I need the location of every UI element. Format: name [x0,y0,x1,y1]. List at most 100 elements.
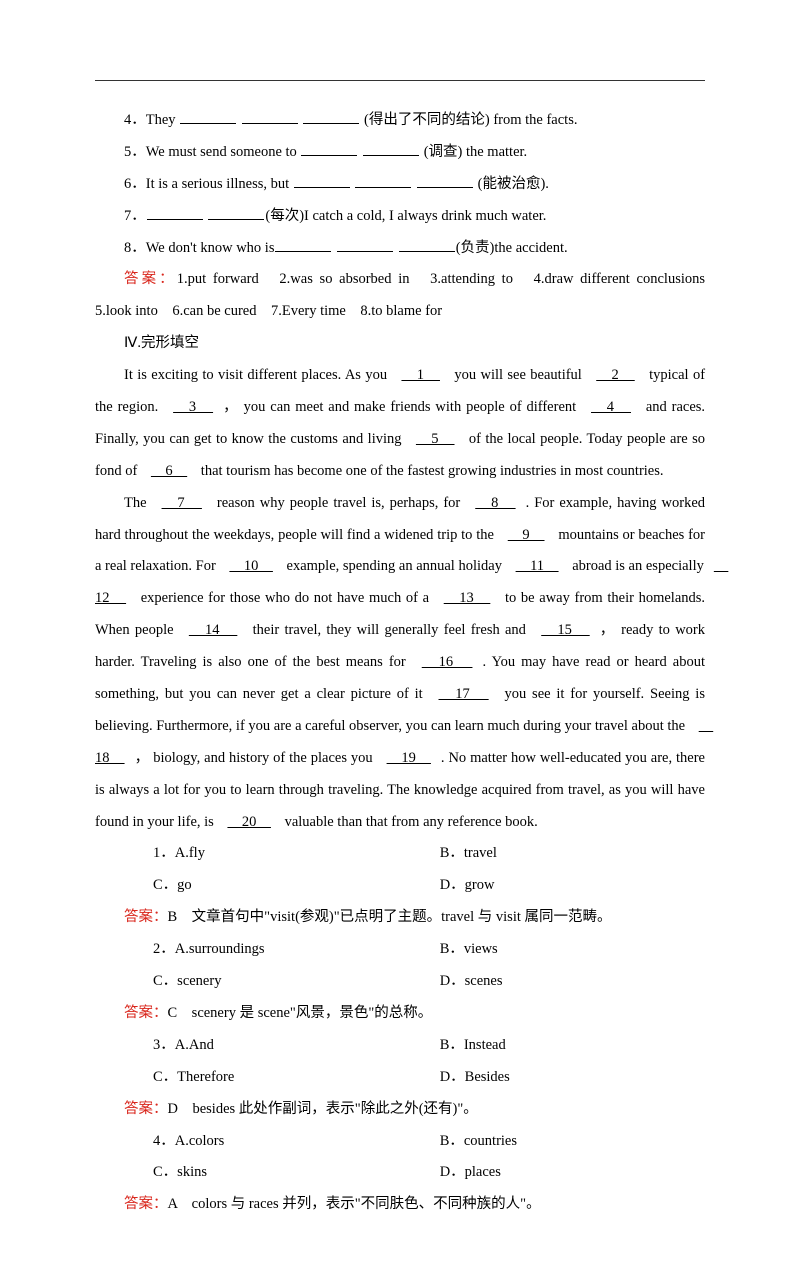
mcq3-c: C．Therefore [124,1062,411,1094]
q5-pre: We must send someone to [146,144,301,160]
q8-post: (负责)the accident. [456,240,568,256]
blank-6: 6 [141,463,197,479]
mcq-2-row2: C．sceneryD．scenes [95,966,705,998]
blank-7: 7 [152,495,212,511]
blank [363,140,419,156]
mcq2-a: A.surroundings [175,941,265,957]
mcq2-c: C．scenery [124,966,411,998]
fill-answer-line: 答案：1.put forward 2.was so absorbed in 3.… [95,264,705,328]
mcq1-b: B．travel [411,838,497,870]
mcq4-num: 4． [153,1133,175,1149]
t: example, spending an annual holiday [283,558,506,574]
document-page: 4．They (得出了不同的结论) from the facts. 5．We m… [0,0,800,1261]
mcq-1-row1: 1．A.fly B．travel [95,838,705,870]
cloze-para-2: The 7 reason why people travel is, perha… [95,488,705,839]
mcq4-ans-text: A colors 与 races 并列，表示"不同肤色、不同种族的人"。 [168,1196,541,1212]
mcq1-c: C．go [124,870,411,902]
q6-num: 6． [124,176,146,192]
t: It is exciting to visit different places… [124,367,391,383]
t: abroad is an especially [569,558,704,574]
q6-pre: It is a serious illness, but [146,176,293,192]
mcq4-d: D．places [411,1157,501,1189]
t: experience for those who do not have muc… [136,590,434,606]
blank [294,172,350,188]
mcq1-d: D．grow [411,870,495,902]
mcq4-c: C．skins [124,1157,411,1189]
blank [399,236,455,252]
blank-17: 17 [429,686,499,702]
blank [417,172,473,188]
blank-8: 8 [465,495,525,511]
t: valuable than that from any reference bo… [281,814,538,830]
mcq-1-row2: C．goD．grow [95,870,705,902]
mcq3-a: A.And [175,1037,214,1053]
blank-5: 5 [406,431,465,447]
t: their travel, they will generally feel f… [247,622,531,638]
answer-label: 答案： [124,1101,168,1117]
mcq-4-answer: 答案：A colors 与 races 并列，表示"不同肤色、不同种族的人"。 [95,1189,705,1221]
mcq-3-answer: 答案：D besides 此处作副词，表示"除此之外(还有)"。 [95,1094,705,1126]
mcq-4-row1: 4．A.colorsB．countries [95,1126,705,1158]
blank [355,172,411,188]
t: reason why people travel is, perhaps, fo… [212,495,465,511]
t: you will see beautiful [450,367,586,383]
q4-pre: They [146,112,179,128]
q4-post: (得出了不同的结论) from the facts. [360,112,577,128]
blank-11: 11 [506,558,569,574]
blank [303,109,359,125]
blank-14: 14 [179,622,247,638]
mcq2-ans-text: C scenery 是 scene"风景，景色"的总称。 [168,1005,433,1021]
blank-16: 16 [412,654,483,670]
fill-q5: 5．We must send someone to (调查) the matte… [95,137,705,169]
mcq-2-answer: 答案：C scenery 是 scene"风景，景色"的总称。 [95,998,705,1030]
fill-q4: 4．They (得出了不同的结论) from the facts. [95,105,705,137]
mcq1-num: 1． [153,845,175,861]
answer-label: 答案： [124,1196,168,1212]
mcq1-ans-text: B 文章首句中"visit(参观)"已点明了主题。travel 与 visit … [168,909,612,925]
blank-20: 20 [217,814,281,830]
blank [242,109,298,125]
q6-post: (能被治愈). [474,176,549,192]
mcq2-b: B．views [411,934,498,966]
blank-19: 19 [377,750,441,766]
blank-15: 15 [531,622,599,638]
mcq-2-row1: 2．A.surroundings B．views [95,934,705,966]
t: ， you can meet and make friends with peo… [223,399,581,415]
blank-2: 2 [586,367,645,383]
blank-10: 10 [219,558,283,574]
blank [275,236,331,252]
t: ， biology, and history of the places you [135,750,377,766]
mcq-1-answer: 答案：B 文章首句中"visit(参观)"已点明了主题。travel 与 vis… [95,902,705,934]
blank-4: 4 [581,399,641,415]
blank-3: 3 [163,399,223,415]
mcq4-a: A.colors [175,1133,225,1149]
q5-num: 5． [124,144,146,160]
top-rule [95,80,705,81]
blank [180,109,236,125]
answer-label: 答案： [124,271,177,287]
fill-q6: 6．It is a serious illness, but (能被治愈). [95,169,705,201]
t: The [124,495,152,511]
cloze-para-1: It is exciting to visit different places… [95,360,705,488]
mcq3-b: B．Instead [411,1030,506,1062]
blank-13: 13 [434,590,501,606]
blank-9: 9 [498,527,555,543]
mcq-3-row2: C．ThereforeD．Besides [95,1062,705,1094]
t: that tourism has become one of the faste… [197,463,663,479]
mcq-4-row2: C．skinsD．places [95,1157,705,1189]
q8-pre: We don't know who is [146,240,275,256]
blank [337,236,393,252]
fill-answer-text: 1.put forward 2.was so absorbed in 3.att… [95,271,720,319]
mcq3-num: 3． [153,1037,175,1053]
blank [208,204,264,220]
q8-num: 8． [124,240,146,256]
blank [301,140,357,156]
blank [147,204,203,220]
q7-num: 7． [124,208,146,224]
answer-label: 答案： [124,1005,168,1021]
fill-q7: 7． (每次)I catch a cold, I always drink mu… [95,201,705,233]
mcq3-ans-text: D besides 此处作副词，表示"除此之外(还有)"。 [168,1101,478,1117]
blank-1: 1 [391,367,450,383]
mcq1-a: A.fly [175,845,205,861]
mcq2-num: 2． [153,941,175,957]
